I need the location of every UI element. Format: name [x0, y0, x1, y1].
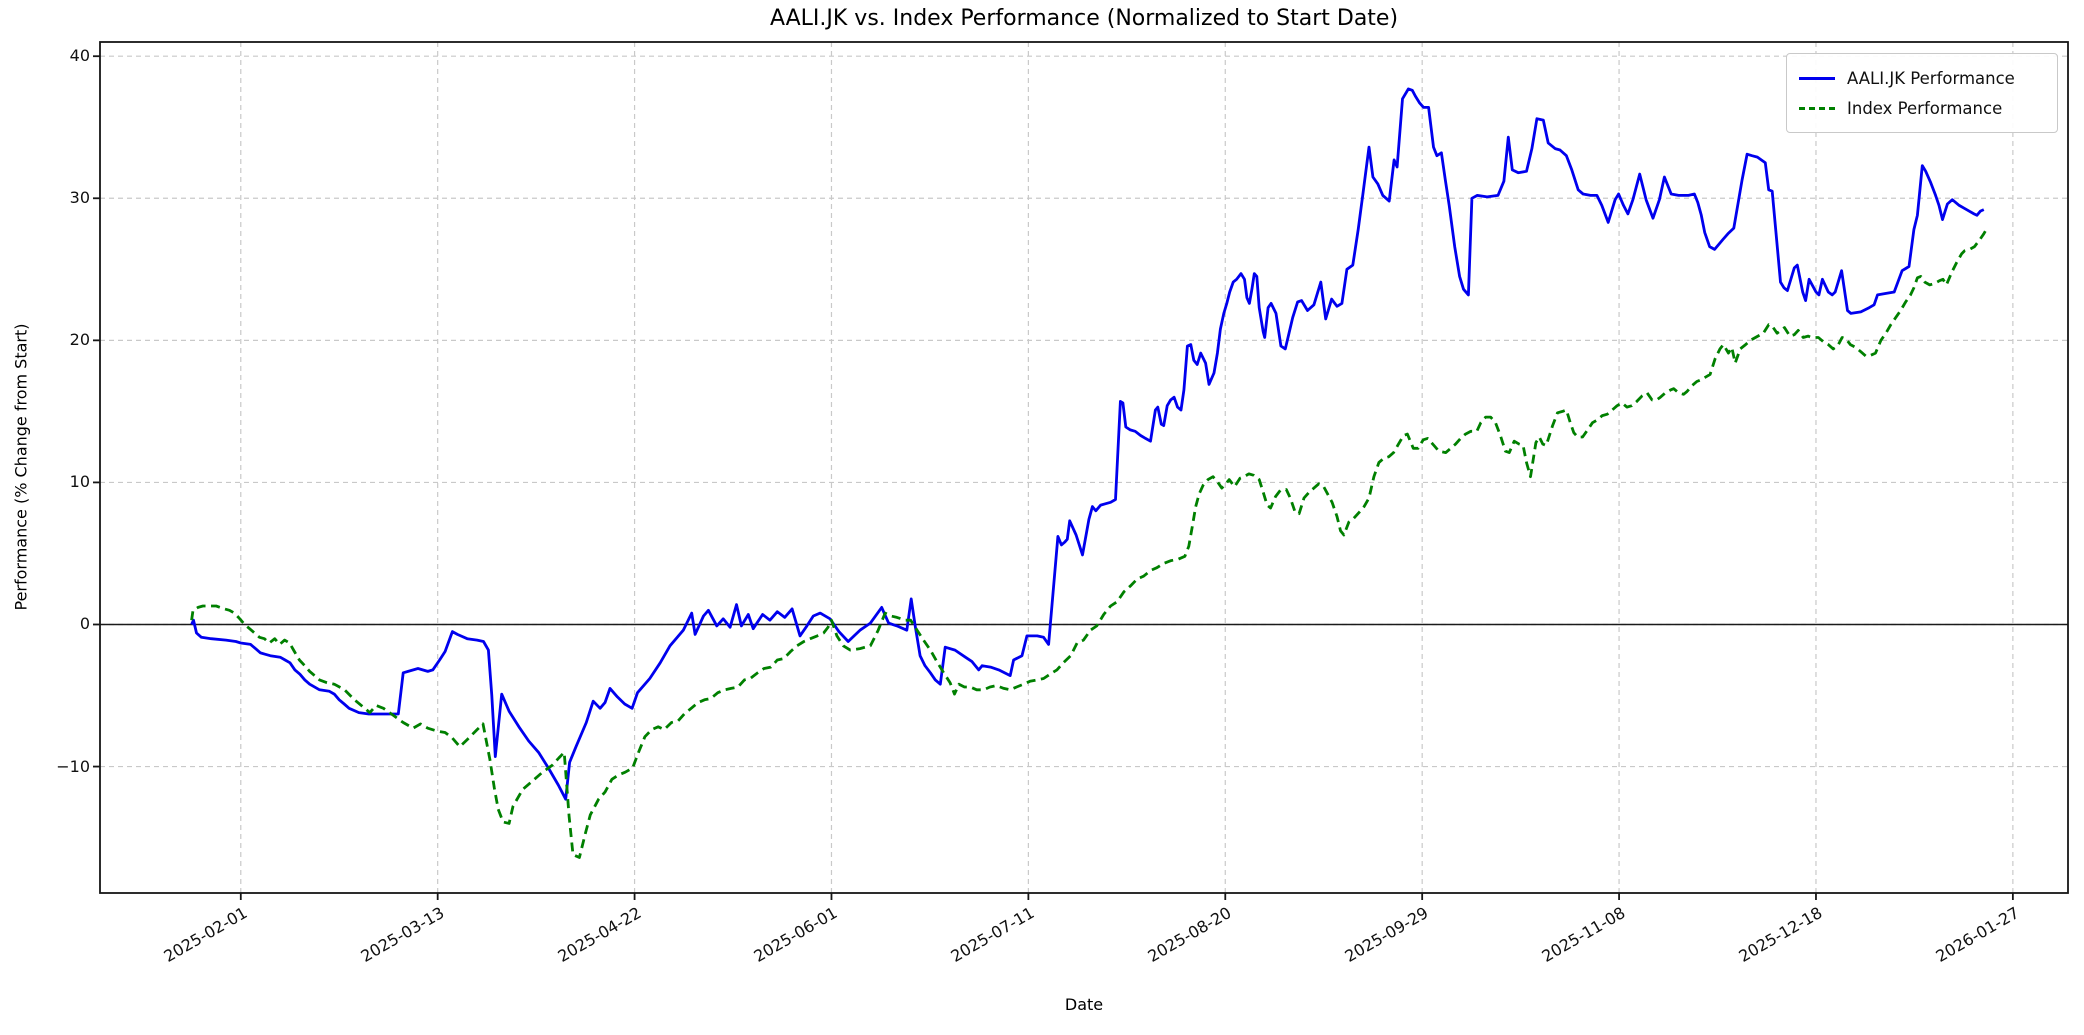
y-tick-label: 10: [69, 472, 90, 492]
dashed-line-swatch-icon: [1799, 106, 1835, 110]
legend-label: Index Performance: [1847, 98, 2003, 118]
y-tick-label: 40: [69, 46, 90, 66]
y-tick-label: 30: [69, 188, 90, 208]
legend-item-aali: AALI.JK Performance: [1799, 63, 2045, 93]
chart-title: AALI.JK vs. Index Performance (Normalize…: [769, 6, 1399, 31]
legend-item-index: Index Performance: [1799, 93, 2045, 123]
y-tick-label: 0: [79, 614, 90, 634]
solid-line-swatch-icon: [1799, 76, 1835, 80]
y-tick-label: −10: [56, 756, 90, 776]
y-tick-label: 20: [69, 330, 90, 350]
x-axis-label: Date: [1064, 995, 1104, 1014]
legend: AALI.JK Performance Index Performance: [1786, 53, 2058, 133]
legend-label: AALI.JK Performance: [1847, 68, 2015, 88]
